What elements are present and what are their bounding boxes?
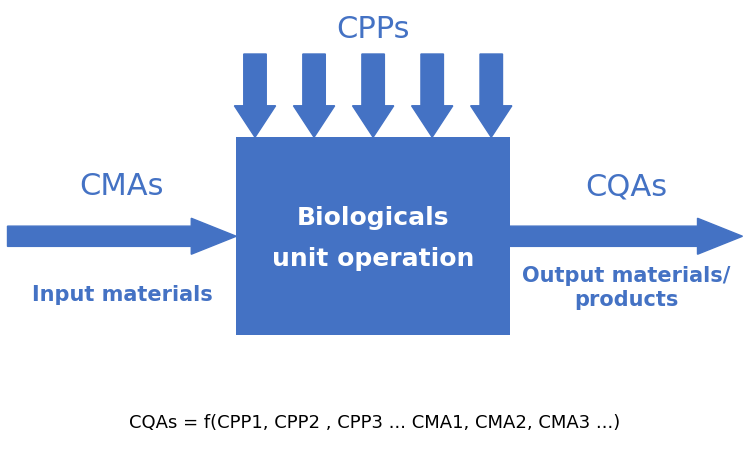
Text: Biologicals: Biologicals: [297, 206, 449, 230]
FancyArrow shape: [8, 218, 236, 254]
Text: CQAs: CQAs: [585, 172, 668, 201]
Text: CMAs: CMAs: [80, 172, 164, 201]
Text: Input materials: Input materials: [32, 285, 212, 305]
Text: CPPs: CPPs: [336, 15, 410, 44]
FancyArrow shape: [471, 54, 512, 137]
Text: unit operation: unit operation: [272, 247, 474, 271]
FancyArrow shape: [412, 54, 453, 137]
Text: Output materials/
products: Output materials/ products: [522, 266, 730, 310]
Text: CQAs = f(CPP1, CPP2 , CPP3 ... CMA1, CMA2, CMA3 ...): CQAs = f(CPP1, CPP2 , CPP3 ... CMA1, CMA…: [129, 414, 621, 432]
FancyBboxPatch shape: [236, 137, 510, 335]
FancyArrow shape: [293, 54, 334, 137]
FancyArrow shape: [234, 54, 276, 137]
FancyArrow shape: [352, 54, 394, 137]
FancyArrow shape: [510, 218, 742, 254]
